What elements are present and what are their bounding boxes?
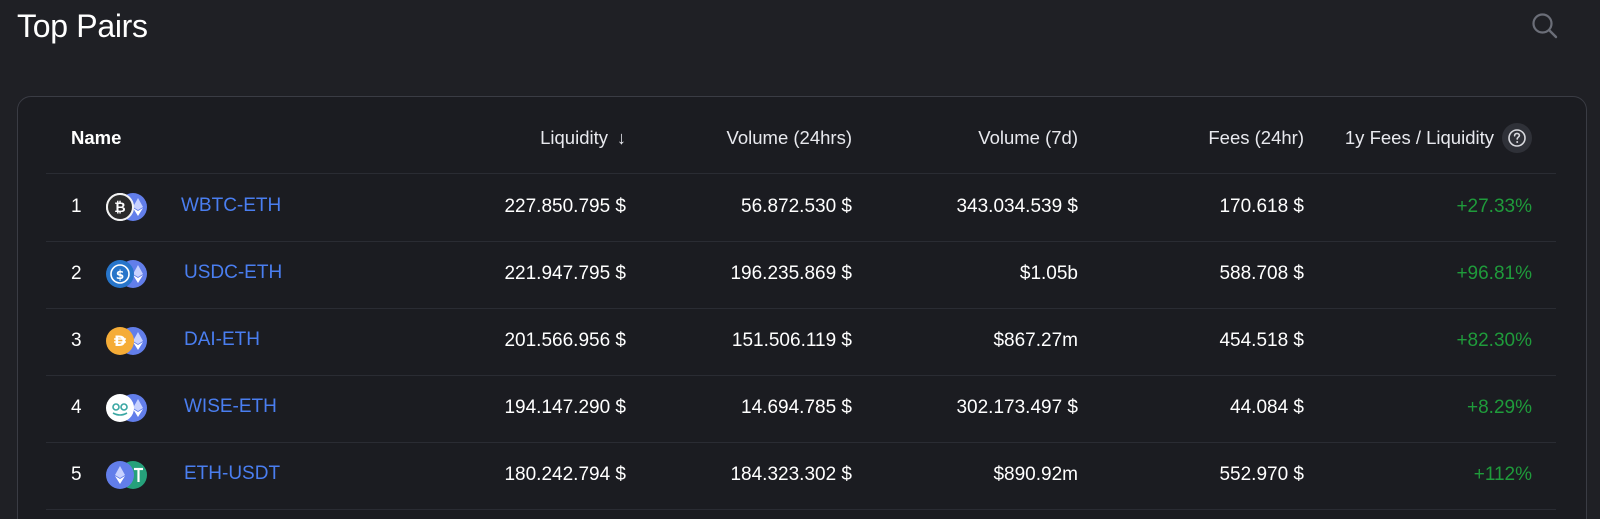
pairs-table: Name Liquidity ↓ Volume (24hrs) Volume (…	[17, 96, 1587, 519]
pair-icons: $	[106, 260, 152, 290]
wise-icon	[106, 394, 134, 422]
fees-24h-value: 44.084 $	[1230, 397, 1304, 418]
liquidity-value: 221.947.795 $	[504, 263, 626, 284]
row-rank: 4	[71, 397, 82, 418]
table-row[interactable]: 4 WISE-ETH 194.147.290 $	[46, 374, 1556, 443]
svg-text:₿: ₿	[114, 200, 125, 216]
pair-icons: D	[106, 327, 152, 357]
header-liquidity[interactable]: Liquidity ↓	[406, 103, 626, 173]
pair-link[interactable]: DAI-ETH	[184, 329, 260, 350]
volume-7d-value: 343.034.539 $	[956, 196, 1078, 217]
help-circle-icon[interactable]	[1502, 123, 1532, 153]
liquidity-value: 227.850.795 $	[504, 196, 626, 217]
fees-liquidity-value: +112%	[1473, 464, 1532, 485]
table-row[interactable]: 3 D DAI-ETH 201.566.956 $	[46, 307, 1556, 376]
header-fees-liquidity-label: 1y Fees / Liquidity	[1344, 127, 1494, 148]
pair-link[interactable]: ETH-USDT	[184, 463, 281, 484]
row-rank: 2	[71, 263, 82, 284]
header-fees-liquidity[interactable]: 1y Fees / Liquidity	[1304, 103, 1532, 173]
pair-icons: ₿	[106, 193, 152, 223]
dai-icon: D	[106, 327, 134, 355]
table-row[interactable]: 1 ₿ WBTC-ETH 227.850.795 $ 56.872.530	[46, 173, 1556, 242]
header-volume-24h[interactable]: Volume (24hrs)	[726, 127, 852, 148]
search-icon[interactable]	[1531, 12, 1559, 40]
volume-24h-value: 56.872.530 $	[741, 196, 852, 217]
pair-link[interactable]: WISE-ETH	[184, 396, 277, 417]
pair-link[interactable]: USDC-ETH	[184, 262, 283, 283]
volume-24h-value: 184.323.302 $	[730, 464, 852, 485]
fees-24h-value: 170.618 $	[1219, 196, 1304, 217]
table-header: Name Liquidity ↓ Volume (24hrs) Volume (…	[46, 103, 1556, 174]
fees-liquidity-value: +27.33%	[1456, 196, 1532, 217]
fees-24h-value: 552.970 $	[1219, 464, 1304, 485]
fees-24h-value: 588.708 $	[1219, 263, 1304, 284]
header-volume-7d[interactable]: Volume (7d)	[978, 127, 1078, 148]
row-rank: 1	[71, 196, 82, 217]
header-name[interactable]: Name	[71, 127, 122, 148]
fees-24h-value: 454.518 $	[1219, 330, 1304, 351]
volume-24h-value: 151.506.119 $	[731, 330, 852, 351]
pair-icons	[106, 394, 152, 424]
volume-7d-value: $1.05b	[1019, 263, 1078, 284]
usdc-icon: $	[106, 260, 134, 288]
row-rank: 3	[71, 330, 82, 351]
svg-text:$: $	[116, 268, 124, 282]
wbtc-icon: ₿	[106, 193, 134, 221]
volume-7d-value: 302.173.497 $	[956, 397, 1078, 418]
header-fees-24h[interactable]: Fees (24hr)	[1208, 127, 1304, 148]
table-row[interactable]: 5 ETH-USDT 180.242.794 $ 184.323.302	[46, 441, 1556, 510]
liquidity-value: 180.242.794 $	[504, 464, 626, 485]
fees-liquidity-value: +96.81%	[1456, 263, 1532, 284]
sort-down-icon: ↓	[617, 127, 626, 148]
volume-24h-value: 14.694.785 $	[741, 397, 852, 418]
pair-icons	[106, 461, 152, 491]
volume-7d-value: $890.92m	[993, 464, 1078, 485]
fees-liquidity-value: +82.30%	[1456, 330, 1532, 351]
header-liquidity-label: Liquidity	[540, 127, 608, 148]
fees-liquidity-value: +8.29%	[1467, 397, 1532, 418]
liquidity-value: 194.147.290 $	[504, 397, 626, 418]
table-row[interactable]: 2 $ USDC-ETH 221.947.795 $ 196.235.86	[46, 240, 1556, 309]
liquidity-value: 201.566.956 $	[504, 330, 626, 351]
volume-7d-value: $867.27m	[993, 330, 1078, 351]
eth-icon	[106, 461, 134, 489]
pair-link[interactable]: WBTC-ETH	[181, 195, 282, 216]
page-title: Top Pairs	[17, 8, 148, 44]
row-rank: 5	[71, 464, 82, 485]
volume-24h-value: 196.235.869 $	[730, 263, 852, 284]
